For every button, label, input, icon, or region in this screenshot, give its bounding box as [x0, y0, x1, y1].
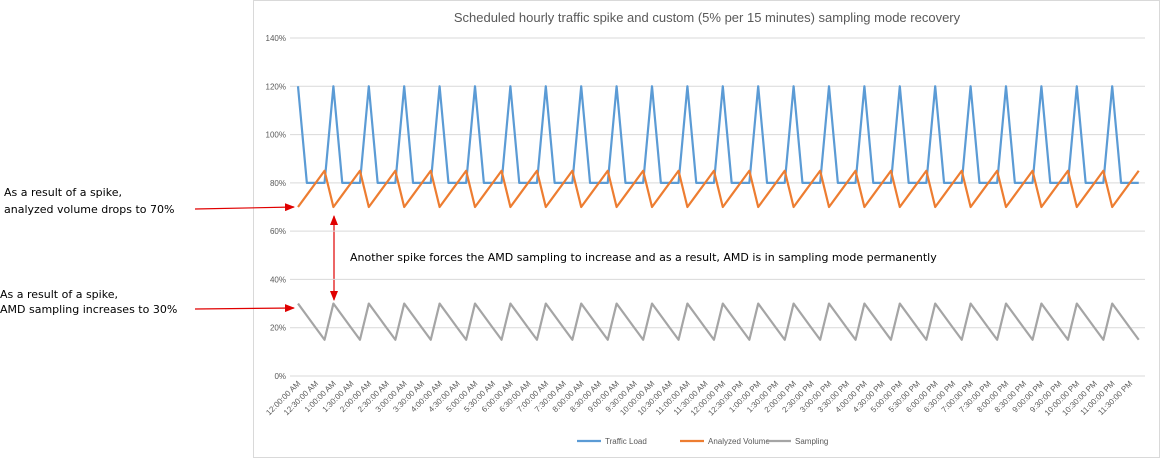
y-tick-label: 20% [270, 324, 286, 333]
y-tick-label: 120% [266, 82, 286, 91]
y-tick-label: 0% [274, 372, 286, 381]
annotation: Another spike forces the AMD sampling to… [350, 251, 937, 264]
y-tick-label: 100% [266, 131, 286, 140]
series-line [296, 85, 1139, 184]
series-line [297, 302, 1140, 341]
chart-title: Scheduled hourly traffic spike and custo… [454, 10, 961, 25]
annotation: AMD sampling increases to 30% [0, 303, 177, 316]
y-tick-label: 40% [270, 275, 286, 284]
y-tick-label: 140% [266, 34, 286, 43]
legend-label: Sampling [795, 437, 828, 446]
legend-label: Analyzed Volume [708, 437, 770, 446]
y-tick-label: 80% [270, 179, 286, 188]
chart-frame [253, 0, 1160, 458]
arrow [194, 304, 295, 313]
annotation: analyzed volume drops to 70% [4, 203, 174, 216]
series-line [297, 169, 1140, 209]
y-tick-label: 60% [270, 227, 286, 236]
annotation: As a result of a spike, [4, 186, 122, 199]
legend-label: Traffic Load [605, 437, 647, 446]
annotation: As a result of a spike, [0, 288, 118, 301]
arrow [194, 203, 295, 212]
